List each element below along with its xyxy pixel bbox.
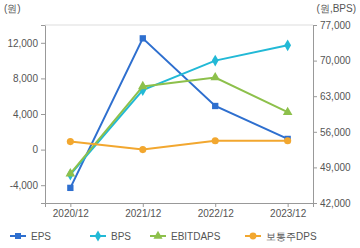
axis-line xyxy=(46,204,314,208)
tick-mark xyxy=(70,203,71,207)
series-line xyxy=(70,38,287,188)
tick-label: 12,000 xyxy=(7,38,38,49)
y2-axis: 42,000 49,000 56,000 63,000 70,000 77,000 xyxy=(313,20,351,209)
tick-mark xyxy=(143,203,144,207)
tick-label: 0 xyxy=(32,144,38,155)
tick: 2020/12 xyxy=(53,203,90,219)
marker xyxy=(66,168,76,176)
tick: 2022/12 xyxy=(198,203,235,219)
legend-item: 보통주DPS xyxy=(245,231,317,242)
y-axis: -4,000 0 4,000 8,000 12,000 xyxy=(7,26,45,204)
legend-label: EBITDAPS xyxy=(171,231,221,242)
marker xyxy=(67,138,74,145)
series-line xyxy=(70,78,287,174)
axis-line xyxy=(314,26,318,204)
tick-label: 2022/12 xyxy=(198,208,235,219)
tick: 49,000 xyxy=(313,162,351,173)
tick-mark xyxy=(288,203,289,207)
marker xyxy=(284,39,291,51)
tick-label: 2021/12 xyxy=(125,208,162,219)
series-line xyxy=(70,45,287,174)
tick-mark xyxy=(41,43,45,44)
legend-marker xyxy=(250,233,257,240)
tick: 0 xyxy=(32,144,45,155)
tick-mark xyxy=(313,167,317,168)
tick: 63,000 xyxy=(313,91,351,102)
tick-label: 70,000 xyxy=(320,55,351,66)
tick-mark xyxy=(215,203,216,207)
tick-label: 63,000 xyxy=(320,91,351,102)
tick-label: 8,000 xyxy=(13,73,38,84)
tick-mark xyxy=(313,96,317,97)
tick-label: 42,000 xyxy=(320,198,351,209)
marker xyxy=(212,137,219,144)
tick: 56,000 xyxy=(313,127,351,138)
axis-line xyxy=(41,26,46,204)
y2-label: (원,BPS) xyxy=(317,3,356,14)
marker xyxy=(283,107,293,115)
tick-mark xyxy=(313,132,317,133)
legend-marker xyxy=(153,231,162,239)
marker xyxy=(139,146,146,153)
legend-label: 보통주DPS xyxy=(266,231,317,242)
legend-item: BPS xyxy=(90,230,131,242)
x-axis: 2020/12 2021/12 2022/12 2023/12 xyxy=(46,203,314,219)
tick-mark xyxy=(41,78,45,79)
tick: 42,000 xyxy=(313,198,351,209)
tick: 70,000 xyxy=(313,55,351,66)
marker xyxy=(67,185,73,191)
chart: -4,000 0 4,000 8,000 12,000 42,000 49,000 56,00… xyxy=(0,0,360,248)
plot xyxy=(66,35,293,191)
tick: 77,000 xyxy=(313,20,351,31)
tick: 2023/12 xyxy=(270,203,307,219)
series-line xyxy=(70,141,287,150)
tick: 4,000 xyxy=(13,109,45,120)
tick-label: 77,000 xyxy=(320,20,351,31)
legend-label: EPS xyxy=(31,231,51,242)
tick-mark xyxy=(313,61,317,62)
legend: EPS BPS EBITDAPS 보통주DPS xyxy=(10,230,317,242)
tick-label: -4,000 xyxy=(10,180,39,191)
marker xyxy=(140,35,146,41)
marker xyxy=(212,103,218,109)
tick: -4,000 xyxy=(10,180,45,191)
tick-label: 2020/12 xyxy=(53,208,90,219)
tick-mark xyxy=(41,150,45,151)
tick-mark xyxy=(313,25,317,26)
legend-item: EPS xyxy=(10,231,51,242)
legend-marker xyxy=(15,233,21,239)
frame xyxy=(45,25,313,26)
marker xyxy=(212,55,219,67)
tick-mark xyxy=(41,114,45,115)
tick-label: 56,000 xyxy=(320,127,351,138)
legend-marker xyxy=(95,230,101,241)
legend-label: BPS xyxy=(111,231,131,242)
marker xyxy=(210,72,220,80)
tick-mark xyxy=(41,185,45,186)
marker xyxy=(284,137,291,144)
tick: 2021/12 xyxy=(125,203,162,219)
y-label: (원) xyxy=(4,3,21,14)
tick-label: 2023/12 xyxy=(270,208,307,219)
tick-label: 49,000 xyxy=(320,162,351,173)
legend-item: EBITDAPS xyxy=(150,231,221,242)
tick-label: 4,000 xyxy=(13,109,38,120)
tick: 8,000 xyxy=(13,73,45,84)
marker xyxy=(138,81,148,89)
tick: 12,000 xyxy=(7,38,45,49)
